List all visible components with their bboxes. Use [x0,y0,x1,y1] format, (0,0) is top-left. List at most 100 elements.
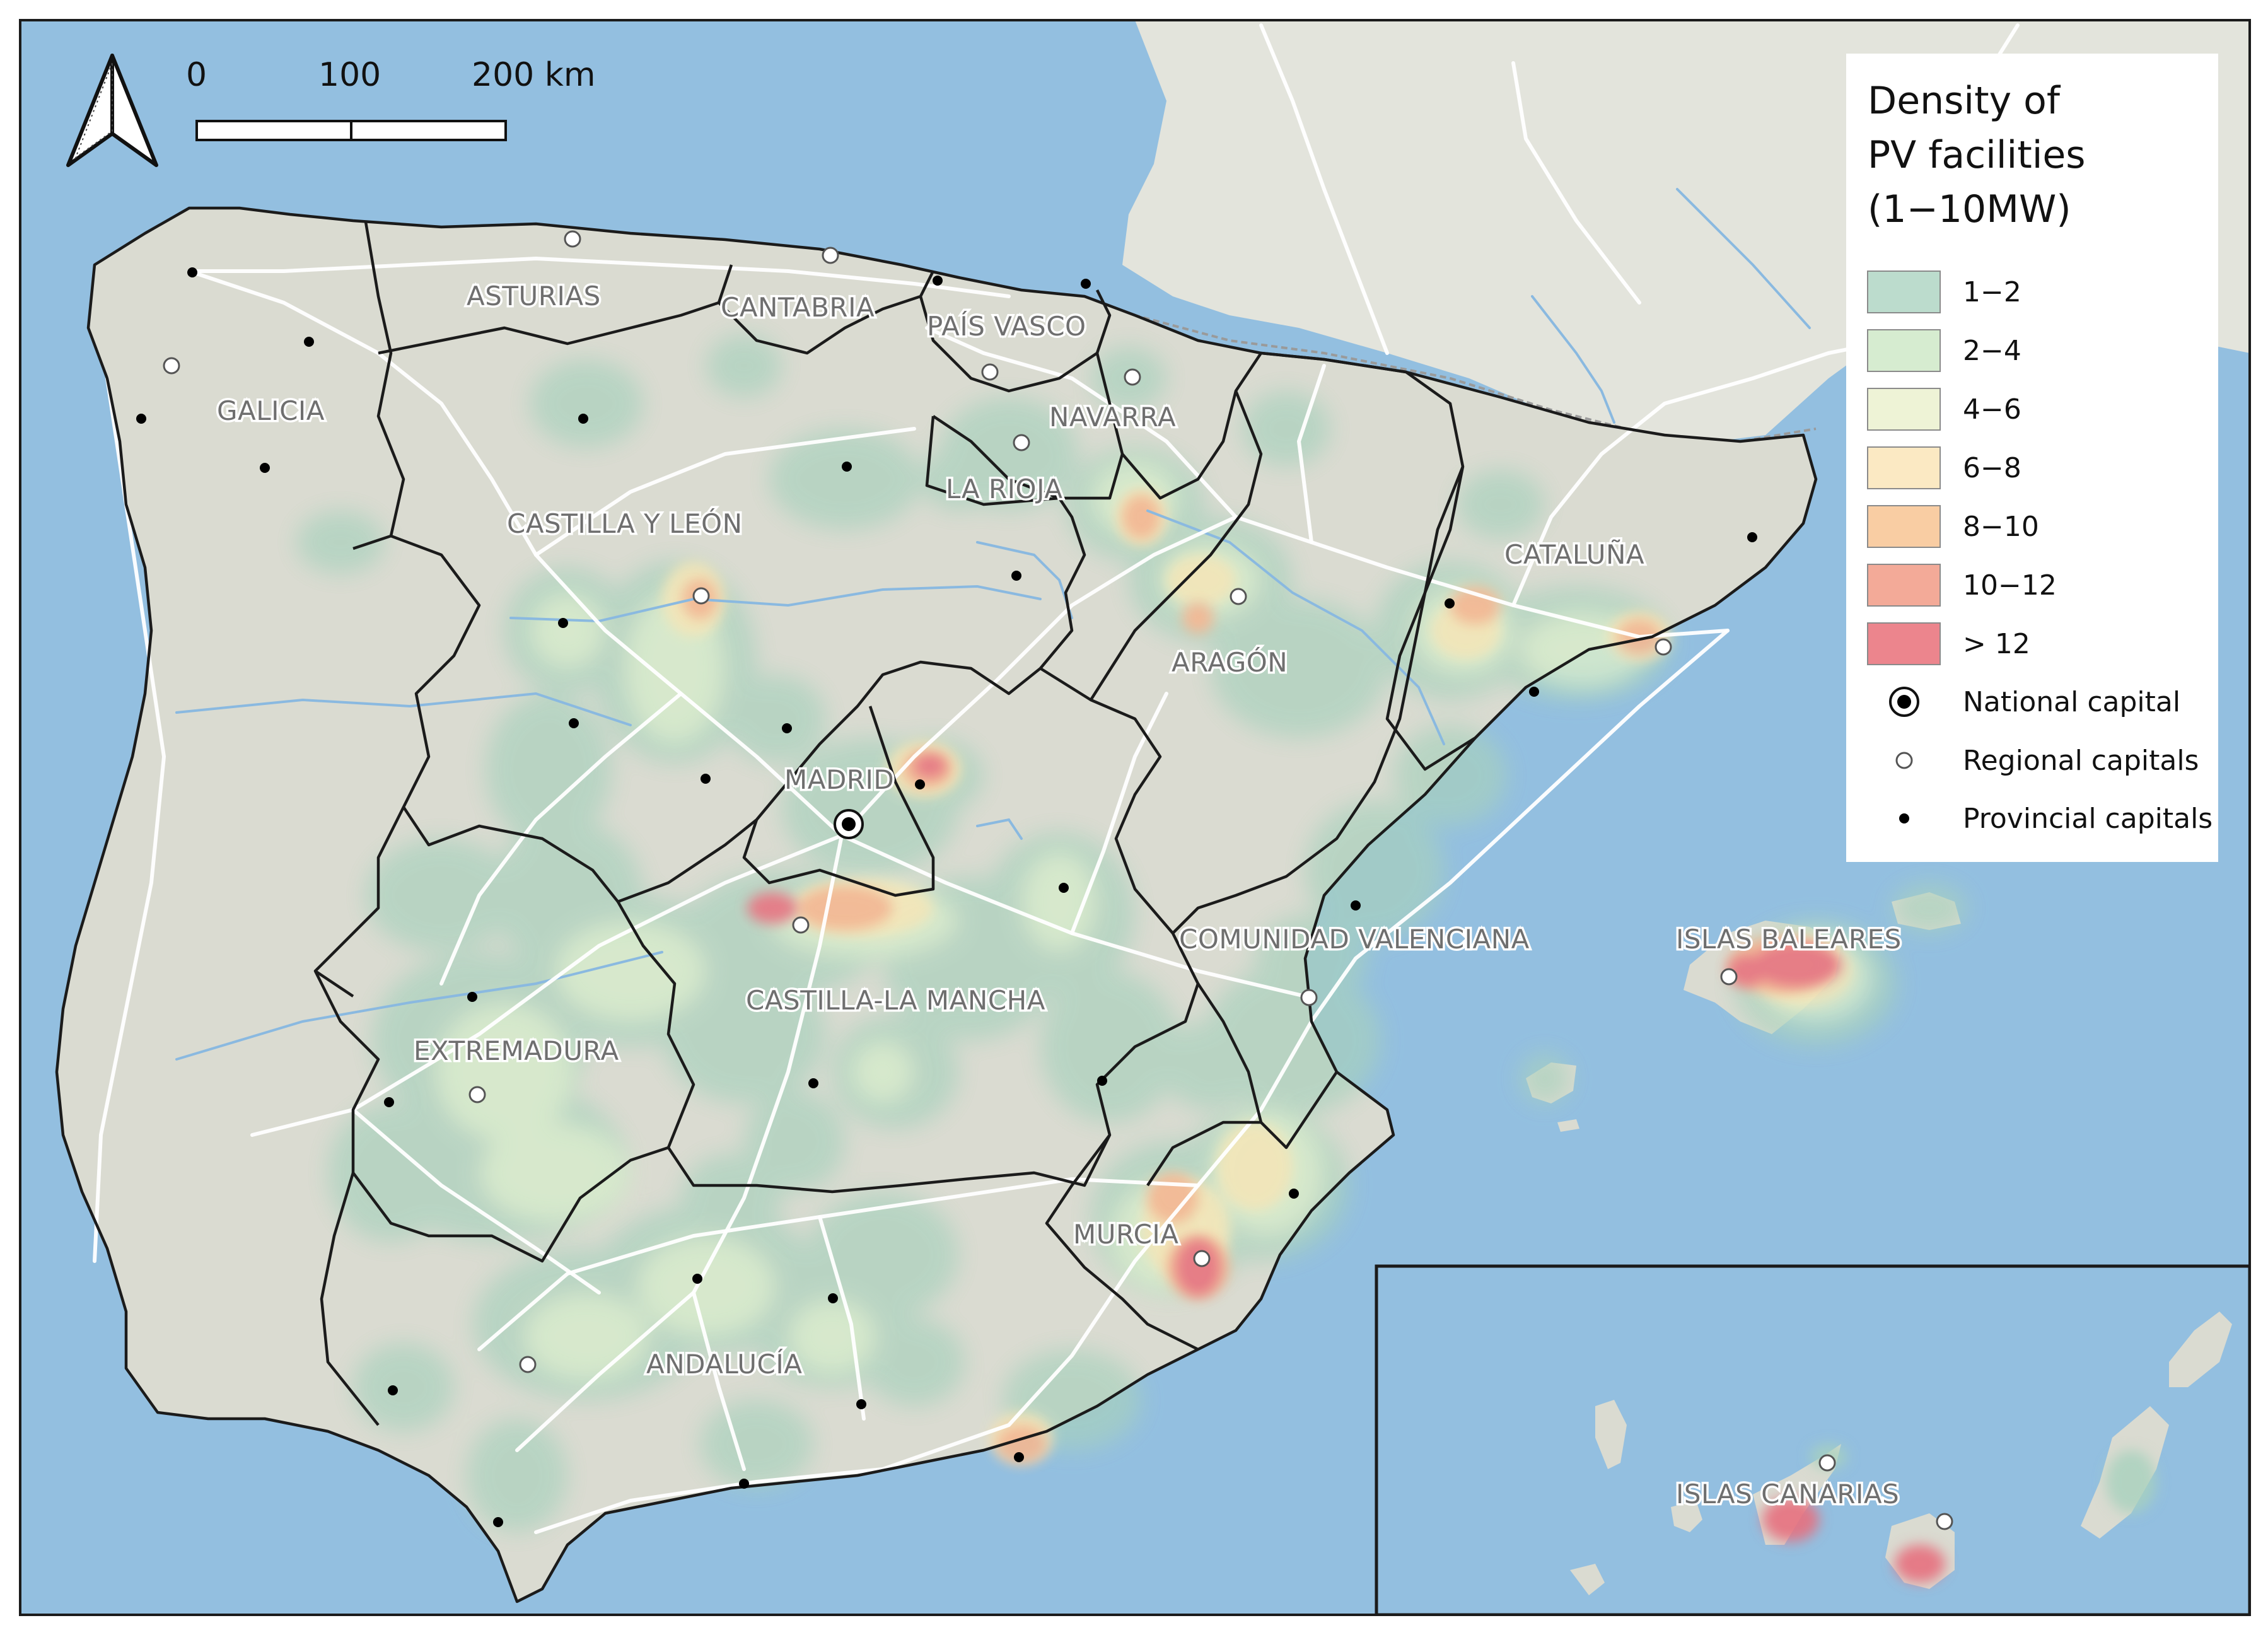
legend-national-capital-label: National capital [1963,686,2180,718]
provincial-capital-dot [388,1385,398,1395]
legend-class-row: 10−12 [1867,564,2057,607]
legend-class-label: 6−8 [1963,452,2021,484]
region-label-extremadura: EXTREMADURA [414,1035,619,1066]
regional-capital-circle [1193,1250,1211,1267]
legend-class-label: > 12 [1963,628,2030,660]
legend-swatch [1867,271,1941,313]
la-gomera-land [1671,1501,1702,1532]
provincial-capital-dot [1014,1452,1024,1462]
regional-capital-circle [981,363,999,381]
regional-capital-circle [1818,1454,1836,1472]
regional-capital-circle [163,357,180,375]
region-label-murcia: MURCIA [1073,1219,1179,1250]
regional-capital-circle [822,247,839,264]
scale-label-100: 100 [318,56,381,94]
provincial-capital-dot [260,463,270,473]
legend-class-label: 4−6 [1963,393,2021,426]
provincial-capital-dot [1097,1076,1107,1086]
provincial-capital-dot [304,337,314,347]
provincial-capital-dot [692,1274,702,1284]
provincial-capital-dot [578,414,588,424]
regional-borders [55,206,1818,1603]
provincial-capital-dot [1529,687,1539,697]
legend-swatch [1867,329,1941,372]
legend-national-capital: National capital [1889,686,2180,718]
el-hierro-land [1570,1564,1605,1595]
provincial-capital-dot [493,1517,503,1527]
regional-capital-circle [692,587,710,605]
regional-capital-circle [1013,434,1030,451]
provincial-capital-dot [808,1078,818,1088]
regional-capital-circle [1720,968,1738,986]
legend-swatch [1867,388,1941,431]
region-label-castilla-la-mancha: CASTILLA-LA MANCHA [746,985,1045,1016]
region-label-islas-canarias: ISLAS CANARIAS [1676,1479,1899,1510]
legend-class-row: 6−8 [1867,446,2021,489]
legend-swatch [1867,505,1941,548]
provincial-capital-dot [1445,598,1455,608]
regional-capital-circle [1230,588,1247,605]
legend-class-row: 1−2 [1867,271,2021,313]
coastline [55,206,1818,1603]
legend-swatch [1867,564,1941,607]
scale-label-200: 200 km [472,56,596,94]
provincial-capital-dot [856,1399,866,1409]
provincial-capital-dot [828,1293,838,1303]
region-labels: ASTURIAS CANTABRIA PAÍS VASCO NAVARRA GA… [215,279,1904,1512]
legend-class-row: > 12 [1867,622,2030,665]
provincial-capital-dot [569,718,579,728]
map-frame [19,19,2251,1616]
legend-class-row: 4−6 [1867,388,2021,431]
legend-class-label: 10−12 [1963,569,2057,602]
regional-capital-circle [1124,368,1141,386]
regional-capital-circle [792,916,810,934]
legend-class-row: 2−4 [1867,329,2021,372]
provincial-capital-dot [842,462,852,472]
provincial-capital-dot [1351,900,1361,911]
legend-swatch [1867,622,1941,665]
region-label-castilla-y-leon: CASTILLA Y LEÓN [507,508,743,539]
region-label-cataluna: CATALUÑA [1504,538,1644,570]
legend-class-row: 8−10 [1867,505,2039,548]
region-label-comunidad-valenciana: COMUNIDAD VALENCIANA [1179,924,1530,955]
national-capital [834,809,864,839]
legend-class-label: 8−10 [1963,511,2039,543]
legend-provincial-capitals-label: Provincial capitals [1963,803,2213,835]
legend-swatch [1867,446,1941,489]
regional-capitals [163,230,1953,1530]
regional-capital-circle [468,1086,486,1103]
provincial-capital-dot [187,267,197,277]
provincial-capital-dot [1059,883,1069,893]
region-label-madrid: MADRID [784,764,894,795]
provincial-capital-dot [701,774,711,784]
road-network [93,23,2209,1534]
regional-capital-circle [519,1356,537,1373]
provincial-capital-dot [1747,532,1757,542]
legend-swatches: 1−2 2−4 4−6 6−8 8−10 10−12 > 12 [1867,271,2057,665]
region-label-aragon: ARAGÓN [1172,646,1288,678]
north-arrow-icon [66,54,158,167]
provincial-capital-dot [558,618,568,628]
provincial-capital-dot [136,414,146,424]
provincial-capitals [136,267,1757,1527]
legend-class-label: 2−4 [1963,335,2021,367]
regional-capital-circle [1936,1513,1953,1530]
lanzarote-land [2169,1312,2232,1387]
regional-capital-circle [564,230,581,248]
region-label-asturias: ASTURIAS [467,281,601,311]
region-label-la-rioja: LA RIOJA [946,474,1062,504]
formentera-land [1557,1119,1579,1132]
legend-title-line1: Density of [1868,79,2061,123]
region-label-andalucia: ANDALUCÍA [646,1348,802,1380]
region-label-islas-baleares: ISLAS BALEARES [1676,924,1902,955]
region-label-pais-vasco: PAÍS VASCO [927,310,1086,342]
provincial-capital-dot [384,1097,394,1107]
legend-provincial-capitals: Provincial capitals [1899,803,2213,835]
regional-capital-circle [1654,638,1672,656]
pv-density-heatmap [296,334,1967,1532]
region-label-navarra: NAVARRA [1049,402,1176,433]
canary-inset [1375,1264,2250,1615]
provincial-capital-dot [782,723,792,733]
la-palma-land [1595,1400,1627,1469]
